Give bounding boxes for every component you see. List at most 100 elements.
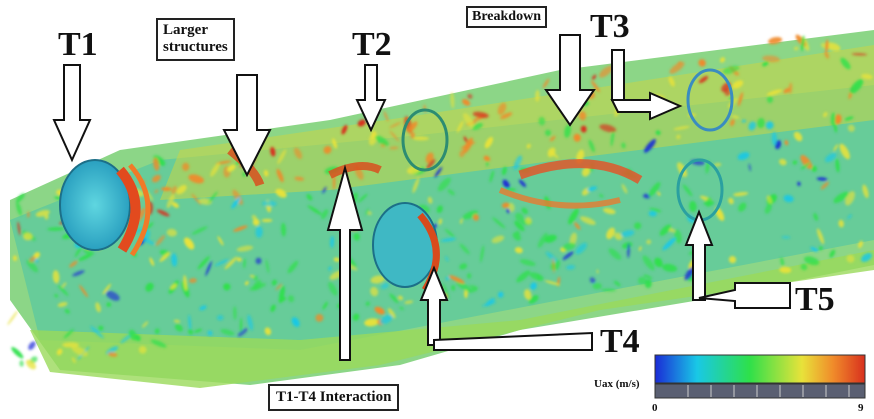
vortex-blob — [642, 255, 655, 271]
colorbar-baseline — [654, 383, 866, 399]
vortex-blob — [545, 251, 558, 262]
vortex-blob — [145, 282, 154, 292]
vortex-blob — [762, 60, 769, 67]
vortex-blob — [783, 194, 794, 203]
vortex-blob — [847, 124, 855, 132]
vortex-blob — [15, 193, 25, 203]
vortex-blob — [738, 202, 747, 212]
vortex-blob — [145, 222, 154, 230]
vortex-blob — [328, 266, 332, 271]
vortex-blob — [544, 129, 552, 136]
vortex-blob — [412, 177, 420, 194]
vortex-blob — [214, 259, 229, 267]
vortex-blob — [156, 209, 170, 217]
arrow-t3-right — [610, 91, 683, 121]
vortex-blob — [407, 121, 418, 133]
vortex-blob — [171, 202, 179, 208]
vortex-blob — [703, 200, 715, 206]
vortex-blob — [728, 197, 734, 205]
vortex-blob — [271, 279, 277, 286]
vortex-blob — [484, 136, 494, 149]
vortex-blob — [485, 160, 489, 167]
vortex-blob — [332, 174, 336, 190]
vortex-blob — [643, 274, 653, 279]
annotation-larger-structures-line1: Larger — [163, 22, 208, 38]
vortex-blob — [501, 166, 507, 176]
vortex-blob — [251, 214, 257, 221]
vortex-blob — [244, 281, 249, 286]
vortex-blob — [389, 146, 399, 150]
vortex-blob — [538, 116, 546, 126]
vortex-blob — [242, 172, 246, 177]
vortex-blob — [657, 191, 661, 196]
vortex-blob — [56, 348, 63, 356]
label-t2: T2 — [352, 26, 392, 63]
vortex-blob — [599, 124, 617, 133]
vortex-blob — [462, 99, 471, 106]
vortex-blob — [592, 282, 602, 290]
vortex-blob — [389, 121, 402, 129]
vortex-blob — [518, 179, 527, 188]
vortex-blob — [459, 243, 470, 255]
vortex-blob — [173, 319, 181, 323]
arrow-t2 — [355, 64, 387, 133]
vortex-blob — [792, 160, 798, 165]
vortex-blob — [451, 285, 456, 291]
vortex-blob — [568, 208, 579, 225]
vortex-blob — [606, 227, 615, 240]
vortex-blob — [224, 256, 238, 270]
vortex-blob — [199, 305, 207, 311]
vortex-blob — [698, 76, 709, 84]
vortex-blob — [823, 112, 828, 118]
vortex-blob — [644, 279, 652, 289]
vortex-blob — [29, 256, 36, 263]
vortex-blob — [662, 237, 676, 251]
vortex-blob — [784, 140, 789, 146]
vortex-blob — [184, 237, 195, 250]
vortex-blob — [825, 39, 829, 53]
vortex-blob — [737, 92, 743, 107]
vortex-blob — [370, 286, 379, 297]
vortex-blob — [330, 236, 335, 248]
vortex-blob — [44, 213, 49, 220]
vortex-blob — [581, 166, 591, 177]
vortex-blob — [637, 276, 647, 285]
vortex-blob — [252, 218, 260, 226]
vortex-blob — [72, 270, 85, 277]
vortex-blob — [861, 73, 873, 80]
vortex-blob — [472, 214, 479, 221]
vortex-blob — [328, 281, 338, 296]
vortex-blob — [839, 143, 850, 160]
vortex-blob — [800, 162, 811, 170]
vortex-blob — [603, 207, 616, 215]
vortex-blob — [489, 170, 495, 183]
vortex-blob — [64, 308, 70, 314]
vortex-blob — [659, 224, 671, 236]
vortex-blob — [748, 121, 757, 131]
vortex-blob — [669, 61, 685, 74]
vortex-blob — [105, 290, 120, 301]
vortex-blob — [502, 179, 510, 189]
vortex-blob — [233, 306, 237, 320]
vortex-blob — [332, 138, 338, 149]
colorbar-gradient — [654, 354, 866, 384]
vortex-blob — [270, 304, 276, 312]
vortex-blob — [621, 142, 626, 149]
vortex-blob — [765, 121, 774, 130]
vortex-blob — [19, 360, 24, 367]
vortex-blob — [516, 270, 531, 283]
vortex-blob — [783, 88, 791, 94]
vortex-blob — [768, 36, 783, 45]
vortex-blob — [800, 263, 808, 271]
vortex-blob — [737, 152, 750, 160]
vortex-blob — [521, 207, 528, 215]
vortex-blob — [689, 200, 697, 212]
vortex-blob — [591, 74, 597, 80]
vortex-blob — [519, 259, 536, 266]
vortex-blob — [544, 280, 561, 286]
label-t1: T1 — [58, 26, 98, 63]
vortex-blob — [655, 130, 661, 136]
vortex-blob — [389, 130, 400, 142]
vortex-blob — [463, 136, 469, 143]
vortex-blob — [370, 275, 385, 284]
